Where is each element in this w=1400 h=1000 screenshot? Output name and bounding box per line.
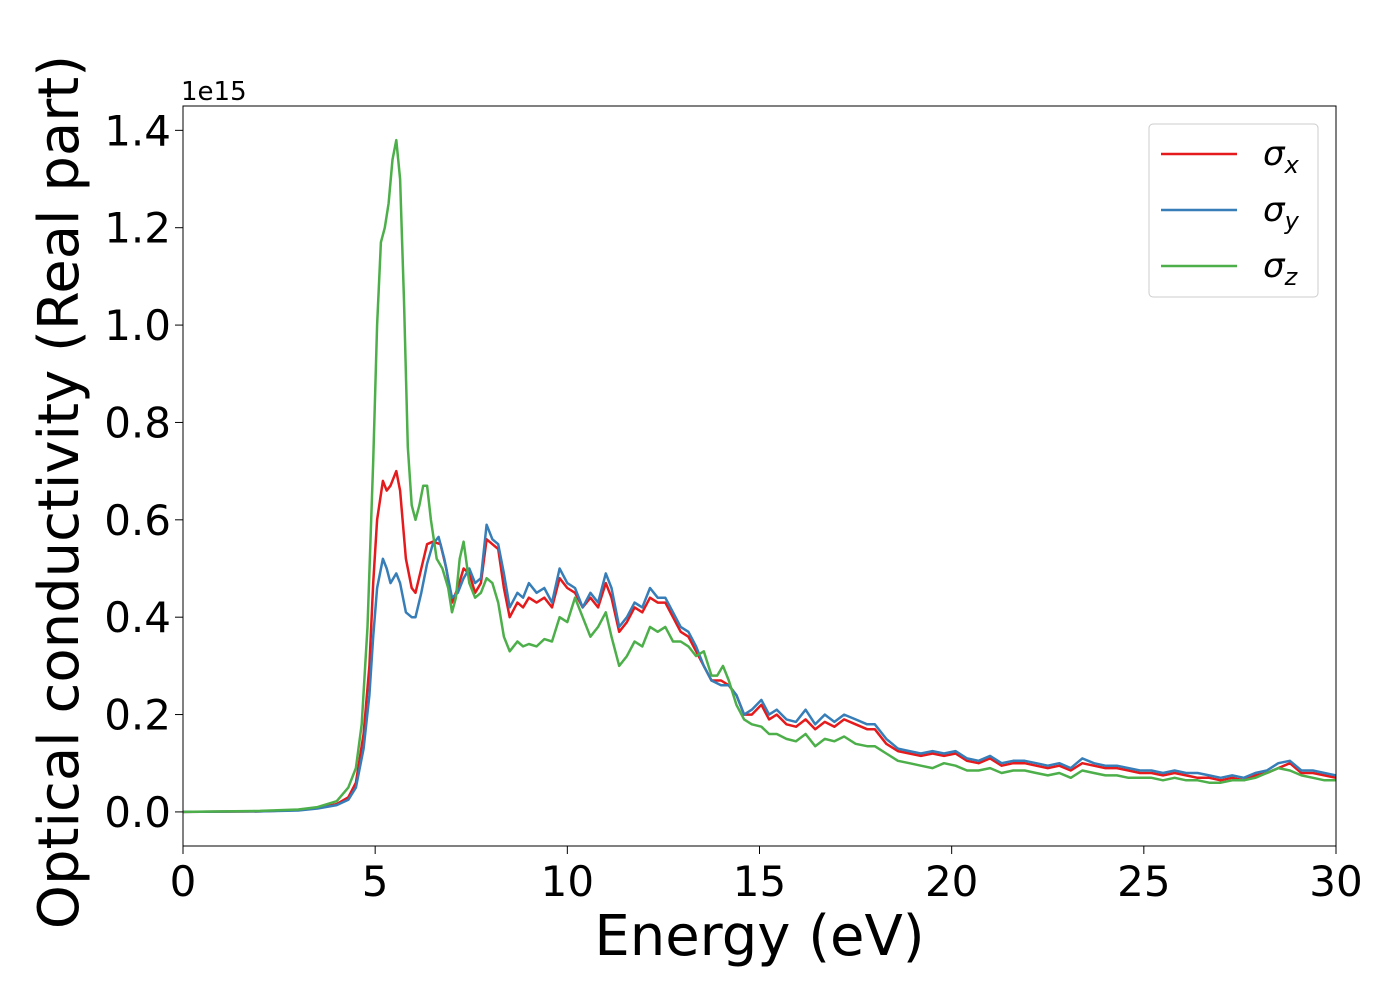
y-axis-ticks: 0.0 0.2 0.4 0.6 0.8 1.0 1.2 1.4 [104, 106, 183, 837]
legend-label-y: σy [1263, 190, 1300, 235]
x-tick-label: 30 [1309, 857, 1362, 906]
legend-label-x: σx [1263, 134, 1300, 179]
y-tick-label: 0.2 [104, 691, 171, 740]
y-tick-label: 0.8 [104, 398, 171, 447]
series-line-z [183, 138, 1336, 814]
legend: σx σy σz [1148, 123, 1319, 298]
y-tick-label: 1.0 [104, 301, 171, 350]
x-tick-label: 25 [1117, 857, 1170, 906]
y-tick-label: 0.4 [104, 593, 171, 642]
y-tick-label: 1.4 [104, 106, 171, 155]
y-axis-label: Optical conductivity (Real part) [27, 55, 92, 929]
x-tick-label: 10 [541, 857, 594, 906]
x-tick-label: 0 [170, 857, 197, 906]
series-layer [183, 138, 1336, 814]
y-tick-label: 0.6 [104, 496, 171, 545]
x-tick-label: 20 [925, 857, 978, 906]
x-tick-label: 15 [733, 857, 786, 906]
plot-area [182, 105, 1337, 847]
y-axis-offset-label: 1e15 [181, 77, 247, 107]
series-line-y [183, 523, 1336, 814]
x-tick-label: 5 [362, 857, 389, 906]
y-tick-label: 1.2 [104, 204, 171, 253]
y-tick-label: 0.0 [104, 788, 171, 837]
legend-label-z: σz [1263, 246, 1299, 291]
x-axis-ticks: 0 5 10 15 20 25 30 [170, 846, 1363, 906]
x-axis-label: Energy (eV) [594, 904, 924, 969]
